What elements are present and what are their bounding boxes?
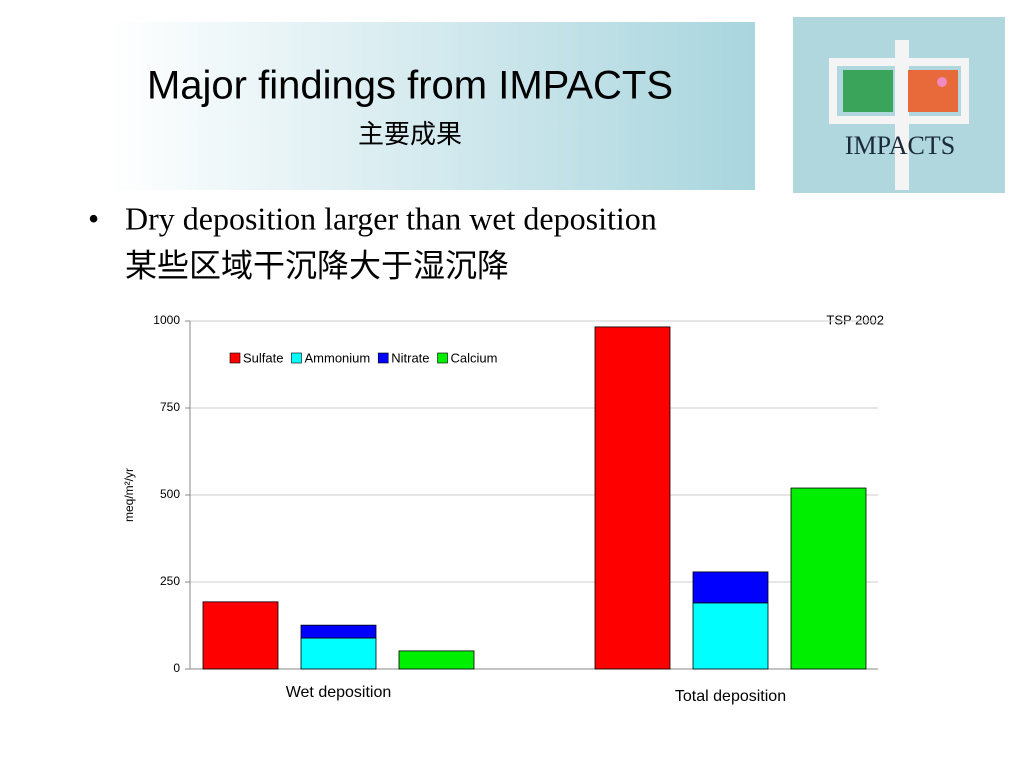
logo-scene <box>908 70 958 112</box>
bar <box>398 650 475 670</box>
bar <box>202 601 279 670</box>
y-tick-label: 250 <box>160 574 180 588</box>
y-tick-label: 1000 <box>153 313 180 327</box>
bar <box>692 602 769 670</box>
x-tick-label: Wet deposition <box>286 684 392 701</box>
bar <box>300 624 377 639</box>
x-tick-label: Total deposition <box>675 688 786 705</box>
logo-sun <box>937 77 947 87</box>
legend-label: Sulfate <box>243 350 283 365</box>
header-band <box>110 22 755 190</box>
y-axis-label: meq/m²/yr <box>122 468 136 522</box>
legend-swatch <box>291 352 302 364</box>
slide-title: Major findings from IMPACTS <box>147 64 673 108</box>
logo-text: IMPACTS <box>845 131 955 160</box>
legend-label: Nitrate <box>391 350 429 365</box>
logo-frame <box>829 58 969 124</box>
bullet-text: Dry deposition larger than wet depositio… <box>125 200 657 236</box>
logo-stroke <box>895 40 909 190</box>
y-tick-label: 500 <box>160 487 180 501</box>
legend-swatch <box>377 352 389 364</box>
bar <box>692 571 769 604</box>
bar <box>790 487 867 670</box>
bar <box>594 326 671 670</box>
logo-scene <box>843 70 893 112</box>
legend-label: Calcium <box>451 350 498 365</box>
y-tick-label: 0 <box>173 661 180 675</box>
slide-subtitle: 主要成果 <box>358 120 462 150</box>
annotation: TSP 2002 <box>826 312 884 327</box>
legend-swatch <box>437 352 448 364</box>
bullet-mark: • <box>88 200 99 236</box>
y-tick-label: 750 <box>160 400 180 414</box>
bar <box>300 637 377 670</box>
legend-swatch <box>229 352 241 364</box>
bullet-text: 某些区域干沉降大于湿沉降 <box>125 247 509 285</box>
legend-label: Ammonium <box>304 350 370 365</box>
